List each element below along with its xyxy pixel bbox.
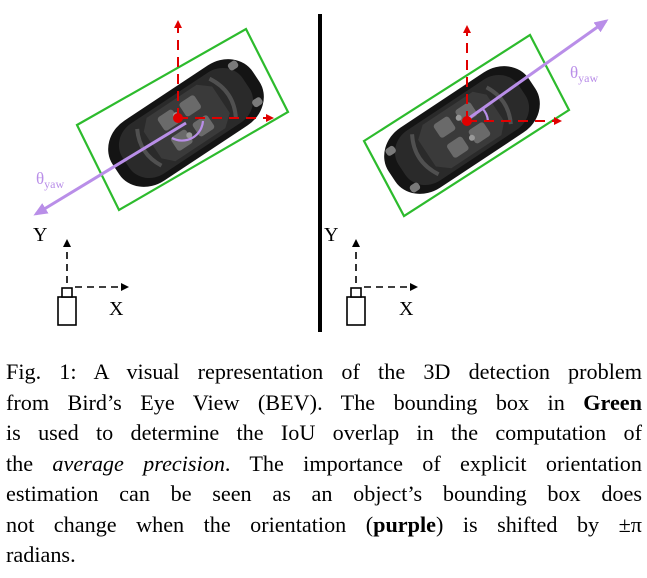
- caption-green-word: Green: [583, 389, 642, 415]
- caption-purple-word: purple: [373, 511, 437, 537]
- caption-line-4: the average precision. The importance of…: [6, 449, 642, 480]
- left-center-point: [173, 113, 183, 123]
- caption-text-2a: from Bird’s Eye View (BEV). The bounding…: [6, 389, 584, 415]
- caption-text-6c: ) is shifted by: [436, 511, 619, 537]
- left-orientation-arrow: [33, 121, 187, 216]
- caption-text-4a: the: [6, 450, 53, 476]
- caption-line-3: is used to determine the IoU overlap in …: [6, 418, 642, 449]
- caption-label: Fig. 1:: [6, 359, 77, 384]
- caption-line-2: from Bird’s Eye View (BEV). The bounding…: [6, 388, 642, 419]
- right-car: [370, 51, 554, 209]
- figure-caption: Fig. 1: A visual representation of the 3…: [6, 357, 642, 571]
- right-orientation-arrow: [464, 19, 609, 123]
- caption-line-1: Fig. 1: A visual representation of the 3…: [6, 357, 642, 388]
- caption-text-6a: not change when the orientation (: [6, 511, 374, 537]
- left-axis-y-label: Y: [33, 224, 47, 246]
- left-panel: θyaw Y X: [33, 20, 290, 325]
- caption-text-5: estimation can be seen as an object’s bo…: [6, 481, 642, 506]
- caption-average-precision: average precision: [52, 450, 225, 476]
- bev-figure: θyaw Y X θyaw Y X: [33, 14, 609, 332]
- right-panel: θyaw Y X: [324, 19, 609, 325]
- caption-text-4c: . The importance of explicit orientation: [224, 450, 642, 476]
- caption-line-6: not change when the orientation (purple)…: [6, 510, 642, 541]
- left-yaw-arc: [171, 120, 205, 142]
- left-axis-x-label: X: [109, 298, 124, 320]
- right-axis-x-label: X: [399, 298, 414, 320]
- caption-text-1: A visual representation of the 3D detect…: [93, 359, 643, 384]
- caption-pi: ±π: [618, 511, 642, 537]
- right-theta-label: θyaw: [570, 63, 598, 85]
- caption-line-5: estimation can be seen as an object’s bo…: [6, 479, 642, 510]
- right-bounding-box: [362, 33, 571, 218]
- left-bounding-box: [75, 27, 290, 212]
- caption-line-7: radians.: [6, 540, 642, 571]
- right-center-point: [462, 116, 472, 126]
- left-theta-label: θyaw: [36, 169, 64, 191]
- caption-text-7: radians.: [6, 542, 76, 567]
- right-axis-y-label: Y: [324, 224, 338, 246]
- caption-text-3: is used to determine the IoU overlap in …: [6, 420, 642, 445]
